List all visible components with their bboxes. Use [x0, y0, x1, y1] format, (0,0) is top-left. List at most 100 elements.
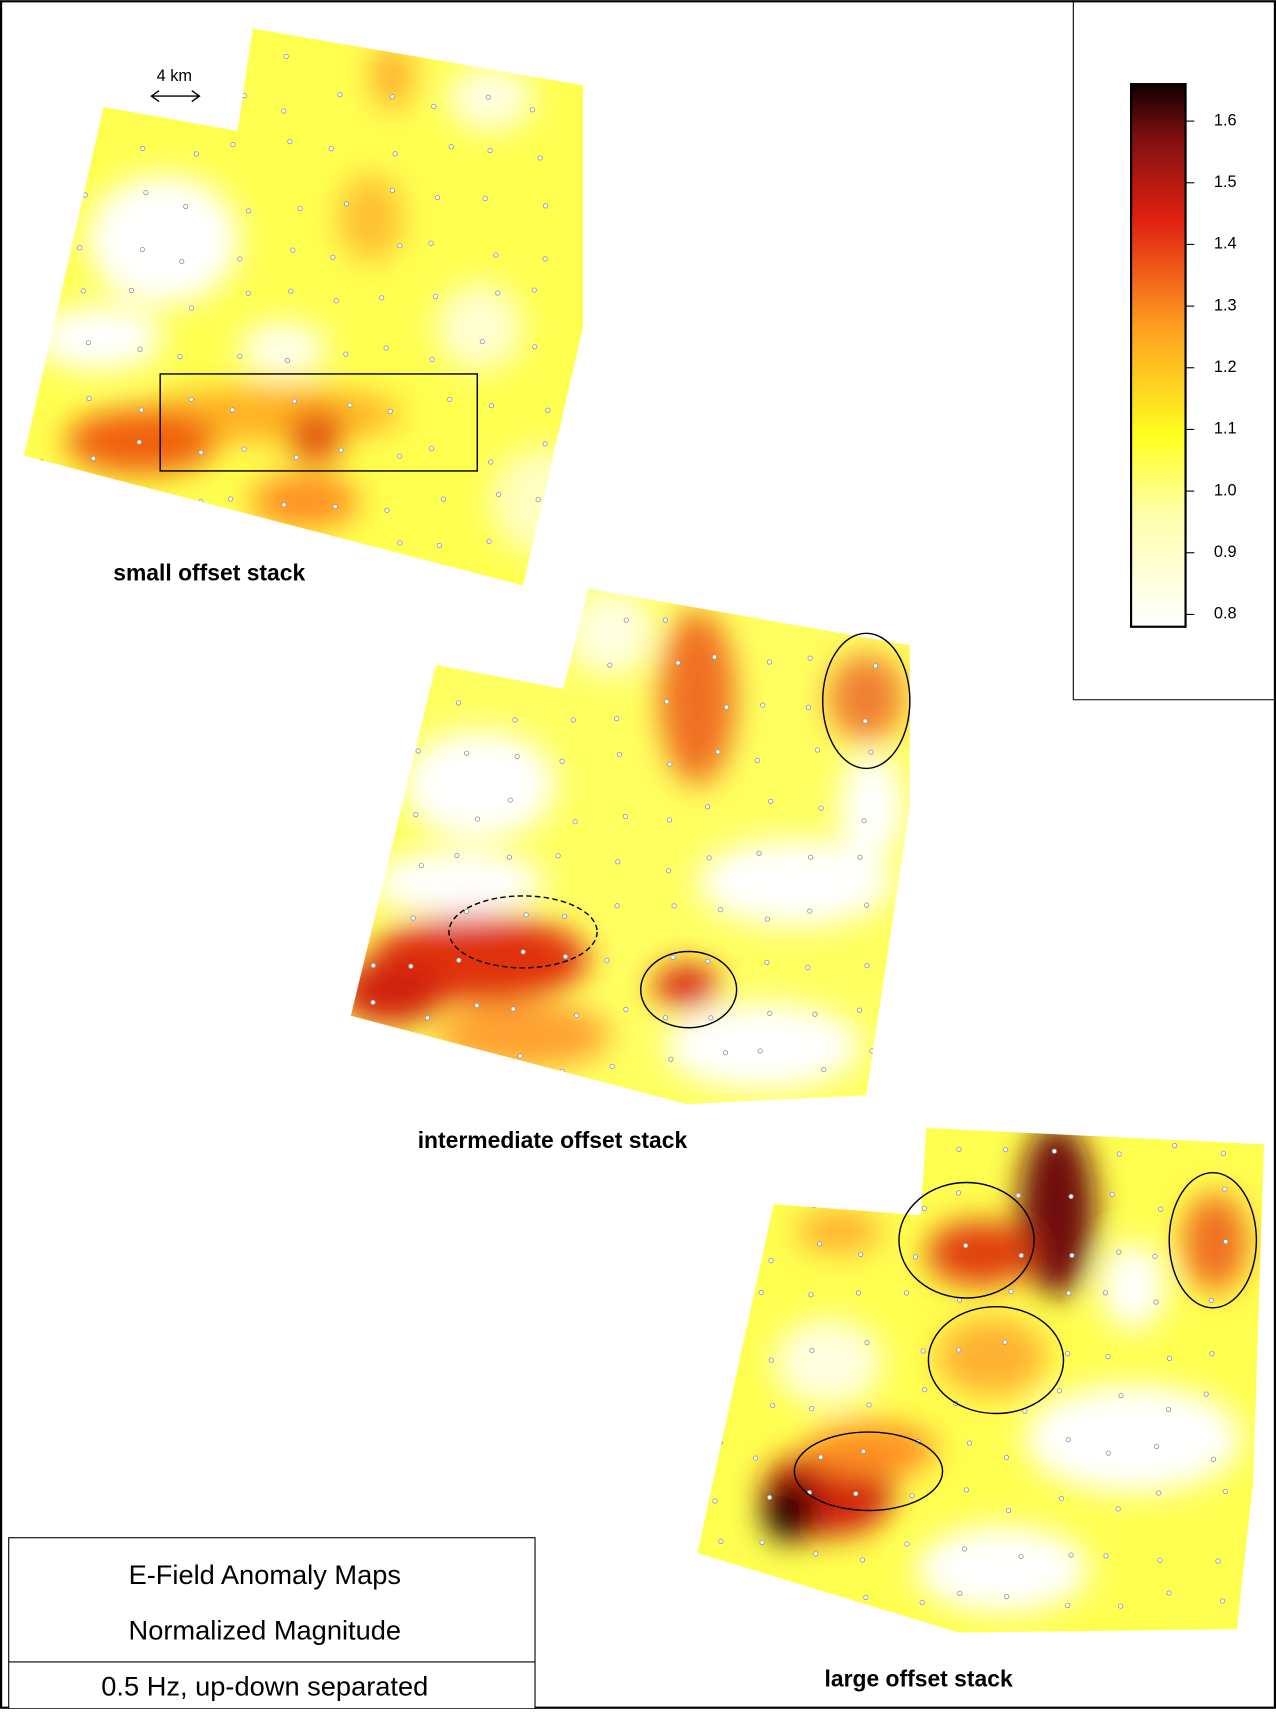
- receiver: [668, 1056, 674, 1062]
- receiver: [371, 760, 377, 766]
- receiver: [330, 254, 336, 260]
- receiver: [766, 1494, 773, 1501]
- receiver: [801, 1594, 807, 1601]
- map-small: [23, 28, 583, 586]
- receiver: [1068, 1552, 1074, 1558]
- receiver: [559, 1068, 565, 1074]
- receiver: [1208, 1297, 1214, 1304]
- receiver: [137, 346, 143, 352]
- receiver: [756, 1158, 762, 1164]
- receiver: [531, 287, 537, 293]
- receiver: [768, 798, 774, 805]
- receiver: [389, 94, 395, 100]
- receiver: [614, 903, 620, 909]
- receiver: [140, 145, 146, 152]
- receiver: [863, 1203, 869, 1209]
- receiver: [79, 42, 85, 48]
- receiver: [512, 717, 518, 723]
- receiver: [418, 862, 424, 869]
- receiver: [455, 700, 462, 706]
- receiver: [486, 538, 492, 544]
- receiver: [715, 1186, 721, 1192]
- receiver: [1069, 1252, 1075, 1259]
- receiver: [717, 1439, 723, 1446]
- receiver: [758, 1289, 764, 1296]
- receiver: [766, 659, 773, 665]
- receiver: [800, 1136, 807, 1143]
- receiver: [1051, 1148, 1057, 1154]
- receiver: [701, 1349, 708, 1356]
- receiver: [474, 1002, 480, 1009]
- receiver: [864, 1339, 870, 1346]
- receiver: [956, 1146, 962, 1152]
- receiver: [712, 1498, 718, 1504]
- receiver: [710, 1296, 716, 1302]
- receiver: [529, 107, 536, 113]
- receiver: [133, 488, 140, 494]
- receiver: [818, 805, 824, 811]
- receiver: [463, 908, 470, 915]
- receiver: [79, 96, 85, 102]
- tick-label: 1.2: [1214, 358, 1237, 376]
- receiver: [370, 962, 376, 969]
- receiver: [1002, 1339, 1008, 1345]
- receiver: [857, 854, 863, 860]
- receiver: [664, 699, 670, 705]
- receiver: [754, 757, 760, 764]
- receiver: [413, 812, 419, 818]
- receiver: [136, 439, 142, 445]
- receiver: [1018, 1252, 1024, 1259]
- receiver: [387, 408, 393, 414]
- receiver: [955, 1190, 962, 1196]
- receiver: [474, 816, 481, 822]
- receiver: [283, 53, 289, 60]
- legend-subtitle: Normalized Magnitude: [129, 1615, 401, 1646]
- receiver: [193, 151, 199, 157]
- receiver: [966, 1440, 973, 1446]
- receiver: [379, 295, 385, 301]
- receiver: [27, 400, 33, 407]
- receiver: [904, 1541, 910, 1547]
- receiver: [1203, 1391, 1209, 1397]
- receiver: [1008, 1288, 1014, 1295]
- receiver: [863, 1594, 869, 1601]
- receiver: [712, 1403, 718, 1409]
- receiver: [1220, 1598, 1226, 1604]
- receiver: [866, 1402, 872, 1408]
- receiver: [764, 959, 770, 965]
- receiver: [428, 240, 434, 246]
- receiver: [542, 256, 548, 262]
- receiver: [662, 1015, 669, 1021]
- receiver: [572, 819, 578, 825]
- receiver: [914, 1138, 920, 1145]
- receiver: [80, 288, 86, 294]
- receiver: [1116, 1151, 1122, 1157]
- receiver: [361, 1049, 368, 1056]
- receiver: [514, 754, 520, 760]
- tick-label: 1.6: [1214, 111, 1237, 129]
- receiver: [188, 305, 195, 311]
- map-label: intermediate offset stack: [418, 1127, 688, 1153]
- receiver: [717, 907, 724, 913]
- receiver: [186, 98, 192, 105]
- tick-label: 1.5: [1214, 173, 1237, 191]
- receiver: [573, 1012, 580, 1019]
- receiver: [1152, 1253, 1158, 1259]
- receiver: [859, 1557, 866, 1563]
- receiver: [757, 1048, 763, 1054]
- receiver: [813, 1551, 819, 1557]
- receiver: [752, 1455, 759, 1461]
- receiver: [434, 194, 441, 201]
- receiver: [520, 607, 526, 613]
- receiver: [179, 258, 185, 265]
- receiver: [706, 855, 712, 861]
- receiver: [185, 549, 192, 555]
- receiver: [448, 144, 454, 150]
- colorbar-ticks: 0.8 0.9 1.0 1.1 1.2 1.3 1.4 1.5 1.6: [1185, 111, 1237, 623]
- receiver: [1065, 1437, 1071, 1443]
- receiver: [768, 1357, 774, 1363]
- receiver: [241, 93, 248, 99]
- receiver: [487, 147, 493, 154]
- receiver: [87, 142, 93, 148]
- receiver: [396, 453, 403, 459]
